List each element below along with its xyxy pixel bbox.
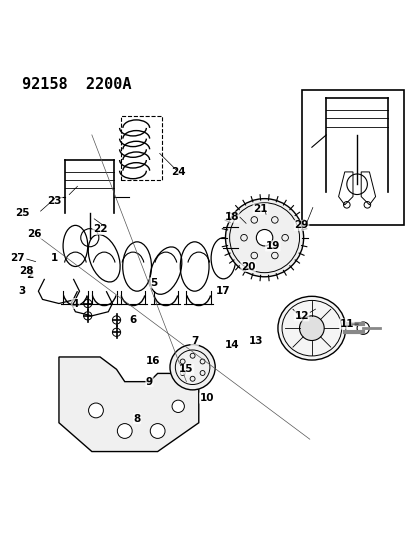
Text: 3: 3 [18, 286, 26, 296]
Circle shape [356, 322, 368, 334]
Text: 7: 7 [190, 335, 198, 345]
Text: 27: 27 [10, 253, 25, 263]
Text: 16: 16 [146, 356, 160, 366]
Circle shape [150, 424, 165, 438]
Ellipse shape [277, 296, 345, 360]
Circle shape [225, 199, 303, 277]
Text: 10: 10 [199, 393, 214, 403]
Text: 18: 18 [224, 212, 238, 222]
Text: 15: 15 [179, 365, 193, 374]
Text: 23: 23 [47, 196, 62, 206]
Text: 1: 1 [51, 253, 58, 263]
Text: 2: 2 [26, 270, 34, 280]
Text: 13: 13 [249, 335, 263, 345]
Circle shape [256, 230, 272, 246]
Text: 12: 12 [294, 311, 308, 321]
Text: 17: 17 [216, 286, 230, 296]
Bar [120, 116, 161, 180]
Circle shape [170, 345, 215, 390]
Ellipse shape [299, 316, 323, 341]
Text: 5: 5 [150, 278, 157, 288]
Text: 20: 20 [240, 262, 255, 271]
Text: 6: 6 [129, 315, 136, 325]
Text: 28: 28 [19, 265, 33, 276]
Text: 11: 11 [339, 319, 353, 329]
Text: 92158  2200A: 92158 2200A [22, 77, 131, 92]
Text: 9: 9 [145, 377, 153, 386]
Circle shape [117, 424, 132, 438]
Text: 25: 25 [15, 208, 29, 218]
Text: 26: 26 [27, 229, 41, 239]
Polygon shape [59, 357, 198, 451]
Bar [301, 90, 404, 225]
Text: 24: 24 [171, 167, 185, 177]
Text: 8: 8 [133, 414, 140, 424]
Circle shape [172, 400, 184, 413]
Text: 21: 21 [253, 204, 267, 214]
Text: 4: 4 [71, 298, 79, 309]
Text: 22: 22 [93, 224, 107, 235]
Text: 19: 19 [265, 241, 279, 251]
Text: 14: 14 [224, 340, 238, 350]
Text: 29: 29 [294, 220, 308, 230]
Circle shape [88, 403, 103, 418]
